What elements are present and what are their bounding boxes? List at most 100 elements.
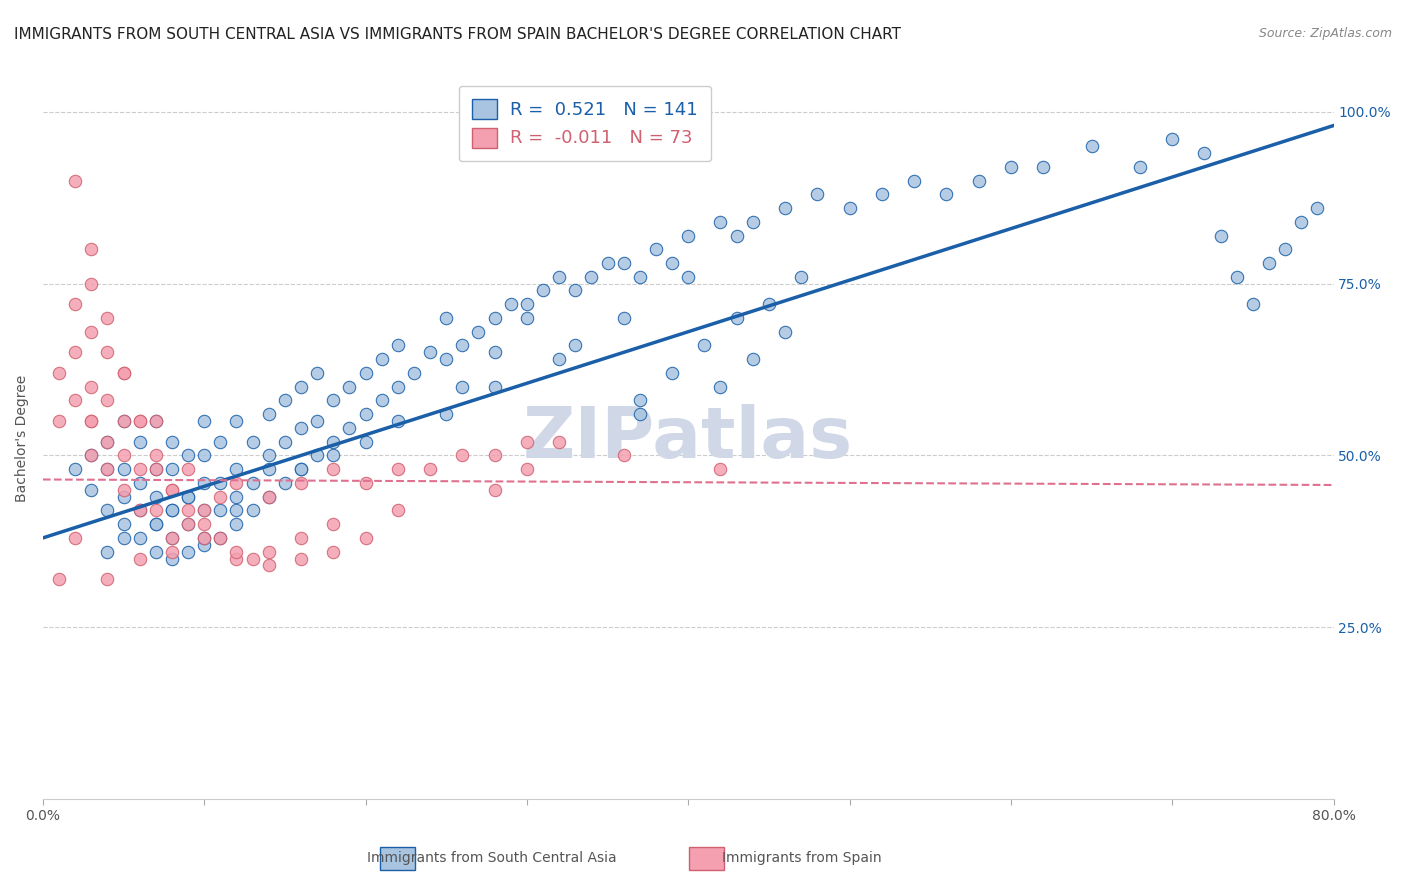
Point bbox=[322, 462, 344, 476]
Point bbox=[96, 462, 118, 476]
Point bbox=[613, 449, 636, 463]
Point bbox=[773, 325, 796, 339]
Point bbox=[257, 462, 280, 476]
Point bbox=[354, 434, 377, 449]
Point bbox=[128, 414, 150, 428]
Point bbox=[145, 544, 167, 558]
Point bbox=[48, 572, 70, 586]
Point bbox=[160, 551, 183, 566]
Point bbox=[387, 503, 409, 517]
Point bbox=[1194, 146, 1216, 161]
Point bbox=[160, 483, 183, 497]
Point bbox=[1161, 132, 1184, 146]
Point bbox=[725, 310, 748, 325]
Point bbox=[322, 393, 344, 408]
Point bbox=[1274, 242, 1296, 256]
Point bbox=[274, 393, 297, 408]
Point bbox=[193, 538, 215, 552]
Point bbox=[484, 380, 506, 394]
Point bbox=[128, 531, 150, 545]
Point bbox=[96, 393, 118, 408]
Point bbox=[564, 338, 586, 352]
Point bbox=[112, 531, 135, 545]
Point bbox=[1000, 160, 1022, 174]
Point bbox=[354, 531, 377, 545]
Point bbox=[257, 558, 280, 573]
Point bbox=[112, 366, 135, 380]
Point bbox=[96, 462, 118, 476]
Point bbox=[531, 284, 554, 298]
Point bbox=[145, 462, 167, 476]
Point bbox=[709, 380, 731, 394]
Point bbox=[112, 366, 135, 380]
Point bbox=[1258, 256, 1281, 270]
Point bbox=[128, 475, 150, 490]
Point bbox=[758, 297, 780, 311]
Point bbox=[419, 462, 441, 476]
Point bbox=[193, 531, 215, 545]
Point bbox=[177, 462, 200, 476]
Point bbox=[451, 449, 474, 463]
Point bbox=[1306, 201, 1329, 215]
Point bbox=[434, 407, 457, 421]
Point bbox=[387, 338, 409, 352]
Point bbox=[257, 490, 280, 504]
Point bbox=[257, 544, 280, 558]
Point bbox=[48, 414, 70, 428]
Point bbox=[160, 462, 183, 476]
Point bbox=[80, 325, 103, 339]
Point bbox=[581, 269, 603, 284]
Point bbox=[128, 503, 150, 517]
Point bbox=[1129, 160, 1152, 174]
Point bbox=[177, 490, 200, 504]
Point bbox=[160, 544, 183, 558]
Point bbox=[613, 256, 636, 270]
Point bbox=[516, 310, 538, 325]
Legend: R =  0.521   N = 141, R =  -0.011   N = 73: R = 0.521 N = 141, R = -0.011 N = 73 bbox=[458, 86, 711, 161]
Point bbox=[290, 531, 312, 545]
Point bbox=[676, 228, 699, 243]
Point bbox=[290, 551, 312, 566]
Point bbox=[96, 345, 118, 359]
Point bbox=[80, 380, 103, 394]
Point bbox=[242, 551, 264, 566]
Point bbox=[484, 449, 506, 463]
Point bbox=[322, 449, 344, 463]
Point bbox=[63, 393, 86, 408]
Point bbox=[63, 462, 86, 476]
Point bbox=[354, 475, 377, 490]
Point bbox=[242, 434, 264, 449]
Point bbox=[548, 269, 571, 284]
Point bbox=[225, 414, 247, 428]
Point bbox=[387, 414, 409, 428]
Point bbox=[145, 414, 167, 428]
Point bbox=[225, 517, 247, 532]
Point bbox=[145, 517, 167, 532]
Point bbox=[48, 366, 70, 380]
Point bbox=[484, 483, 506, 497]
Point bbox=[290, 380, 312, 394]
Point bbox=[790, 269, 813, 284]
Point bbox=[434, 310, 457, 325]
Point bbox=[145, 490, 167, 504]
Point bbox=[193, 475, 215, 490]
Point bbox=[402, 366, 425, 380]
Point bbox=[516, 462, 538, 476]
Point bbox=[112, 449, 135, 463]
Point bbox=[806, 187, 828, 202]
Point bbox=[257, 449, 280, 463]
Point bbox=[225, 462, 247, 476]
Point bbox=[96, 544, 118, 558]
Point bbox=[322, 434, 344, 449]
Point bbox=[128, 551, 150, 566]
Point bbox=[80, 483, 103, 497]
Point bbox=[1289, 215, 1312, 229]
Point bbox=[257, 490, 280, 504]
Point bbox=[112, 517, 135, 532]
Point bbox=[209, 531, 232, 545]
Point bbox=[370, 393, 392, 408]
Point bbox=[242, 475, 264, 490]
Point bbox=[484, 310, 506, 325]
Point bbox=[193, 531, 215, 545]
Point bbox=[290, 462, 312, 476]
